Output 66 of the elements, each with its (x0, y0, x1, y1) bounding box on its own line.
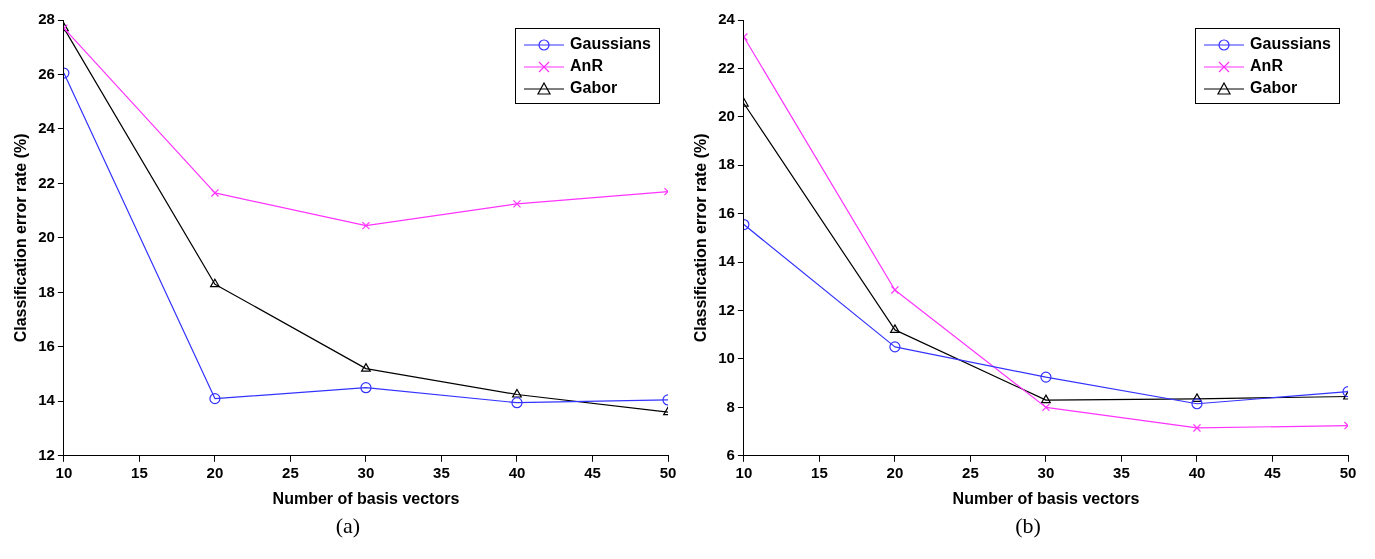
y-tick-label: 22 (38, 173, 55, 191)
x-axis-title: Number of basis vectors (952, 489, 1140, 507)
point (210, 188, 220, 198)
y-tick-label: 14 (718, 252, 736, 270)
x-tick-label: 40 (508, 463, 526, 481)
point (512, 199, 522, 208)
y-tick-label: 26 (38, 64, 55, 82)
point (361, 221, 371, 230)
legend-label: Gabor (570, 79, 618, 96)
x-tick-label: 25 (962, 463, 979, 481)
legend-label: AnR (570, 57, 603, 74)
point (889, 324, 900, 333)
y-tick-label: 10 (718, 349, 735, 367)
y-tick-label: 12 (718, 300, 735, 318)
point (1041, 403, 1051, 412)
y-tick-label: 24 (718, 10, 736, 28)
legend-label: Gabor (1250, 79, 1298, 96)
point (511, 397, 523, 409)
x-tick-label: 45 (584, 463, 601, 481)
x-tick-label: 30 (357, 463, 375, 481)
text: (a) (334, 513, 362, 539)
point (209, 278, 220, 288)
x-tick-label: 30 (1037, 463, 1055, 481)
y-tick-label: 6 (726, 445, 735, 463)
x-tick-label: 35 (1113, 463, 1130, 481)
x-tick-label: 50 (1339, 463, 1357, 481)
x-tick-label: 45 (1264, 463, 1281, 481)
y-tick-label: 16 (718, 203, 735, 221)
text: (b) (1014, 513, 1042, 539)
point (360, 382, 372, 394)
y-tick-label: 20 (718, 106, 735, 124)
point (1192, 423, 1202, 433)
x-axis-title: Number of basis vectors (272, 489, 460, 507)
x-tick-label: 40 (1188, 463, 1206, 481)
legend-label: Gaussians (570, 35, 651, 52)
y-tick-label: 18 (38, 282, 55, 300)
point (1040, 371, 1052, 383)
y-tick-label: 28 (38, 10, 55, 28)
point (889, 341, 901, 353)
x-tick-label: 50 (659, 463, 677, 481)
x-tick-label: 35 (433, 463, 450, 481)
x-tick-label: 15 (131, 463, 148, 481)
point (890, 285, 900, 295)
x-tick-label: 10 (55, 463, 73, 481)
y-tick-label: 16 (38, 336, 55, 354)
point (1191, 398, 1203, 410)
legend-label: Gaussians (1250, 35, 1331, 52)
y-tick-label: 20 (38, 228, 55, 246)
x-tick-label: 20 (206, 463, 224, 481)
legend-label: AnR (1250, 57, 1283, 74)
point (361, 363, 371, 372)
y-tick-label: 22 (718, 58, 735, 76)
point (1192, 393, 1202, 402)
point (512, 388, 522, 398)
y-tick-label: 8 (726, 397, 735, 415)
point (1041, 394, 1051, 404)
point (209, 393, 221, 405)
y-tick-label: 14 (38, 391, 56, 409)
y-tick-label: 18 (718, 155, 735, 173)
x-tick-label: 25 (282, 463, 299, 481)
y-tick-label: 24 (38, 119, 56, 137)
y-axis-title: Classification error rate (%) (12, 133, 30, 343)
x-tick-label: 15 (811, 463, 828, 481)
y-axis-title: Classification error rate (%) (692, 133, 710, 343)
y-tick-label: 12 (38, 445, 55, 463)
x-tick-label: 20 (886, 463, 904, 481)
